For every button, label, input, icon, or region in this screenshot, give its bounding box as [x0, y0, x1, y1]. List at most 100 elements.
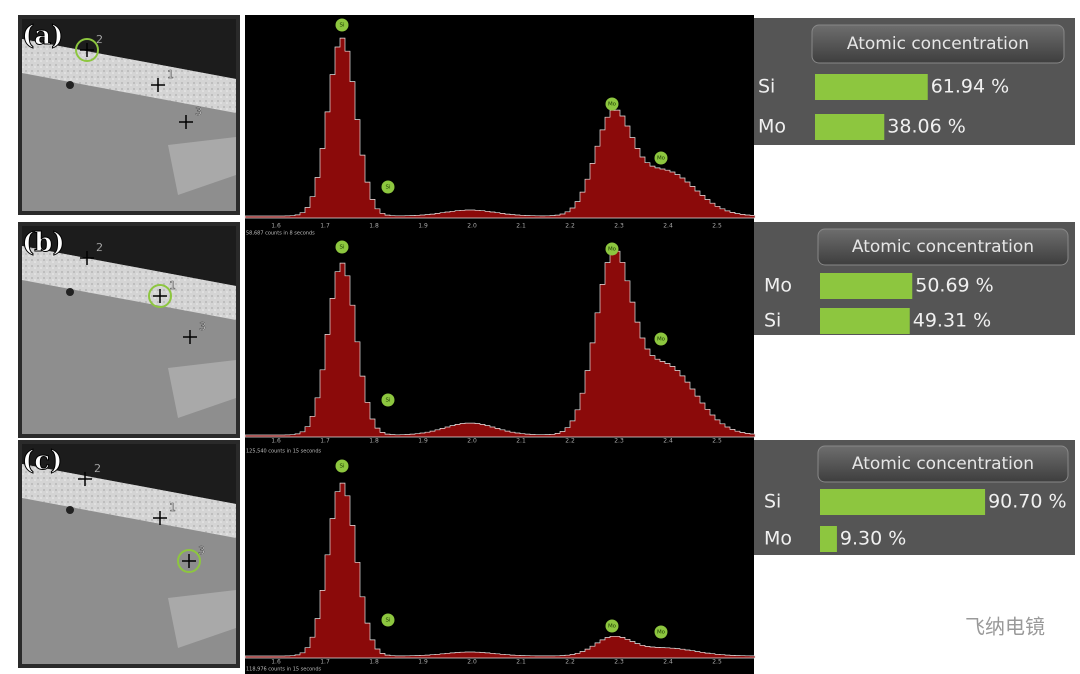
- peak-label: Mo: [608, 102, 617, 108]
- image-dark-top: [22, 19, 236, 79]
- crosshair: [182, 554, 196, 568]
- point-label: 1: [169, 501, 176, 514]
- axis-tick-label: 1.7: [320, 438, 330, 445]
- axis-tick-label: 2.1: [516, 223, 526, 230]
- axis-tick-label: 1.6: [271, 659, 281, 666]
- image-dark-top: [22, 226, 236, 286]
- point-label: 2: [96, 241, 103, 254]
- concentration-value: 50.69 %: [915, 275, 994, 297]
- selected-point: [148, 284, 172, 308]
- peak-label: Si: [339, 23, 344, 29]
- point-label: 1: [169, 279, 176, 292]
- axis-tick-label: 1.6: [271, 438, 281, 445]
- axis-tick-label: 2.4: [663, 438, 673, 445]
- axis-tick-label: 1.9: [418, 659, 428, 666]
- image-light-area: [168, 137, 236, 195]
- axis-tick-label: 1.7: [320, 223, 330, 230]
- axis-tick-label: 1.9: [418, 223, 428, 230]
- peak-marker: [381, 180, 395, 194]
- axis-tick-label: 1.6: [271, 223, 281, 230]
- spectrum: [244, 482, 756, 659]
- axis-tick-label: 1.8: [369, 438, 379, 445]
- concentration-bar: [820, 273, 913, 299]
- crosshair: [153, 289, 167, 303]
- peak-marker: [381, 393, 395, 407]
- peak-label: Mo: [657, 156, 666, 162]
- peak-marker: [335, 18, 349, 32]
- axis-tick-label: 2.5: [712, 659, 722, 666]
- element-label: Mo: [764, 528, 792, 550]
- point-label: 3: [198, 544, 205, 557]
- image-particle: [66, 81, 74, 89]
- image-light-area: [168, 360, 236, 418]
- peak-marker: [381, 613, 395, 627]
- peak-label: Si: [339, 464, 344, 470]
- peak-marker: [605, 242, 619, 256]
- peak-label: Si: [339, 245, 344, 251]
- concentration-value: 38.06 %: [887, 116, 966, 138]
- selected-point: [177, 549, 201, 573]
- image-bright-band: [22, 246, 236, 320]
- axis-tick-label: 2.5: [712, 438, 722, 445]
- concentration-title: Atomic concentration: [852, 454, 1034, 474]
- axis-tick-label: 2.3: [614, 223, 624, 230]
- sem-image: (c): [18, 440, 240, 668]
- axis-tick-label: 1.8: [369, 223, 379, 230]
- counts-text: 58,687 counts in 8 seconds: [246, 231, 315, 237]
- crosshair: [80, 43, 94, 57]
- image-particle: [66, 288, 74, 296]
- crosshair: [151, 78, 165, 92]
- concentration-bar: [815, 74, 928, 100]
- concentration-title: Atomic concentration: [847, 34, 1029, 54]
- point-label: 3: [199, 320, 206, 333]
- concentration-title: Atomic concentration: [852, 237, 1034, 257]
- element-label: Mo: [764, 275, 792, 297]
- image-bright-band: [22, 464, 236, 538]
- peak-label: Mo: [608, 247, 617, 253]
- peak-marker: [605, 97, 619, 111]
- axis-tick-label: 2.4: [663, 223, 673, 230]
- peak-label: Si: [385, 398, 390, 404]
- image-bright-band: [22, 39, 236, 113]
- axis-tick-label: 2.3: [614, 659, 624, 666]
- concentration-bar: [820, 489, 986, 515]
- crosshair: [78, 472, 92, 486]
- concentration-value: 90.70 %: [988, 491, 1067, 513]
- peak-marker: [335, 459, 349, 473]
- axis-tick-label: 2.2: [565, 438, 575, 445]
- element-label: Si: [758, 76, 775, 98]
- axis-tick-label: 2.0: [467, 659, 477, 666]
- concentration-value: 61.94 %: [931, 76, 1010, 98]
- element-label: Mo: [758, 116, 786, 138]
- peak-marker: [335, 240, 349, 254]
- counts-text: 125,540 counts in 15 seconds: [246, 449, 321, 455]
- image-dark-top: [22, 444, 236, 504]
- peak-label: Si: [385, 185, 390, 191]
- sem-image: (a): [18, 15, 240, 215]
- axis-tick-label: 1.7: [320, 659, 330, 666]
- point-label: 3: [195, 105, 202, 118]
- concentration-title-box: [811, 24, 1065, 64]
- peak-label: Mo: [657, 630, 666, 636]
- peak-marker: [654, 151, 668, 165]
- panel-label: (c): [22, 446, 62, 476]
- peak-label: Mo: [608, 624, 617, 630]
- concentration-bar: [815, 114, 885, 140]
- concentration-value: 49.31 %: [913, 310, 992, 332]
- axis-tick-label: 2.1: [516, 659, 526, 666]
- sem-image: (b): [18, 222, 240, 438]
- axis-tick-label: 2.1: [516, 438, 526, 445]
- selected-point: [75, 38, 99, 62]
- peak-marker: [654, 332, 668, 346]
- point-label: 1: [167, 68, 174, 81]
- point-label: 2: [96, 33, 103, 46]
- image-particle: [66, 506, 74, 514]
- element-label: Si: [764, 310, 781, 332]
- peak-label: Si: [385, 618, 390, 624]
- peak-marker: [654, 625, 668, 639]
- concentration-bar: [820, 308, 910, 334]
- peak-label: Mo: [657, 337, 666, 343]
- axis-tick-label: 2.3: [614, 438, 624, 445]
- axis-tick-label: 2.0: [467, 438, 477, 445]
